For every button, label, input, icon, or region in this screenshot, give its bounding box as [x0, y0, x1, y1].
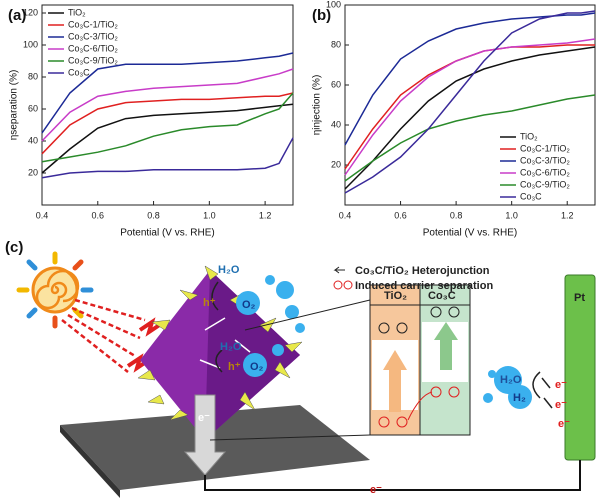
diagram-label: e⁻ — [558, 418, 570, 430]
diagram-label: h⁺ — [228, 361, 241, 373]
legend-label: TiO₂ — [520, 131, 538, 141]
series-line — [41, 68, 294, 142]
x-tick-label: 0.6 — [394, 210, 407, 220]
diagram-label: H₂O — [500, 374, 522, 386]
diagram-label: H₂O — [218, 264, 240, 276]
x-axis-label: Potential (V vs. RHE) — [120, 228, 214, 239]
electron-arrow — [183, 394, 227, 476]
series-line — [41, 137, 294, 179]
series-line — [344, 10, 596, 194]
x-tick-label: 1.2 — [259, 210, 272, 220]
series-line — [41, 92, 294, 155]
panel-label: (a) — [8, 7, 26, 24]
diagram-label: Co₃C — [428, 290, 456, 302]
series-line — [41, 103, 294, 174]
x-tick-label: 1.2 — [561, 210, 574, 220]
diagram-label: e⁻ — [198, 412, 210, 424]
diagram-label: TiO₂ — [384, 290, 407, 302]
legend-label: Co₃C-1/TiO₂ — [68, 19, 118, 29]
x-tick-label: 1.0 — [203, 210, 216, 220]
legend-label: Co₃C-6/TiO₂ — [68, 43, 118, 53]
plot-frame — [344, 4, 596, 206]
sun — [16, 251, 94, 329]
y-tick-label: 120 — [23, 7, 38, 17]
light-beams — [61, 298, 163, 373]
legend-label: Co₃C — [68, 67, 90, 77]
reaction-arrows — [211, 281, 553, 409]
y-tick-label: 60 — [28, 103, 38, 113]
x-axis-label: Potential (V vs. RHE) — [423, 228, 517, 239]
legend-icons — [333, 266, 353, 290]
band-diagram — [369, 284, 471, 436]
legend-label: Co₃C-1/TiO₂ — [520, 143, 570, 153]
legend-label: Co₃C-9/TiO₂ — [68, 55, 118, 65]
series-line — [344, 12, 596, 146]
y-tick-label: 20 — [28, 167, 38, 177]
y-tick-label: 80 — [331, 39, 341, 49]
y-tick-label: 100 — [326, 0, 341, 9]
x-tick-label: 1.0 — [505, 210, 518, 220]
diagram-label: Pt — [574, 292, 585, 304]
panel-label: (c) — [5, 239, 23, 256]
series-line — [41, 92, 294, 163]
wire — [204, 460, 581, 491]
y-tick-label: 100 — [23, 39, 38, 49]
series-line — [344, 94, 596, 182]
x-tick-label: 0.6 — [92, 210, 105, 220]
plot-frame — [41, 4, 294, 206]
legend-label: Co₃C-3/TiO₂ — [520, 155, 570, 165]
y-tick-label: 80 — [28, 71, 38, 81]
x-tick-label: 0.4 — [339, 210, 352, 220]
legend-label: Co₃C-9/TiO₂ — [520, 179, 570, 189]
panel-label: (b) — [312, 7, 331, 24]
zoom-lines — [209, 299, 371, 441]
diagram-label: e⁻ — [555, 399, 567, 411]
diagram-label: H₂O — [220, 341, 242, 353]
x-tick-label: 0.8 — [450, 210, 463, 220]
bubbles — [236, 275, 532, 409]
y-axis-label: ηinjection (%) — [312, 75, 323, 136]
diagram-label: H₂ — [513, 392, 526, 404]
diagram-label: e⁻ — [370, 484, 382, 496]
legend-label: Co₃C-3/TiO₂ — [68, 31, 118, 41]
y-tick-label: 40 — [331, 119, 341, 129]
substrate-edge — [60, 425, 120, 498]
y-tick-label: 20 — [331, 159, 341, 169]
series-line — [344, 38, 596, 176]
diagram-label: O₂ — [250, 361, 264, 373]
legend-label: TiO₂ — [68, 7, 86, 17]
y-tick-label: 40 — [28, 135, 38, 145]
y-axis-label: ηseparation (%) — [9, 70, 20, 141]
legend-label: Co₃C-6/TiO₂ — [520, 167, 570, 177]
diagram-label: e⁻ — [555, 379, 567, 391]
series-line — [41, 52, 294, 134]
y-tick-label: 60 — [331, 79, 341, 89]
diagram-label: h⁺ — [203, 297, 216, 309]
x-tick-label: 0.4 — [36, 210, 49, 220]
series-line — [344, 46, 596, 190]
diagram-label: O₂ — [242, 299, 256, 311]
x-tick-label: 0.8 — [147, 210, 160, 220]
legend-label: Co₃C — [520, 191, 542, 201]
diagram-label: Co₃C/TiO₂ Heterojunction — [355, 265, 490, 277]
diagram-label: Induced carrier separation — [355, 280, 493, 292]
